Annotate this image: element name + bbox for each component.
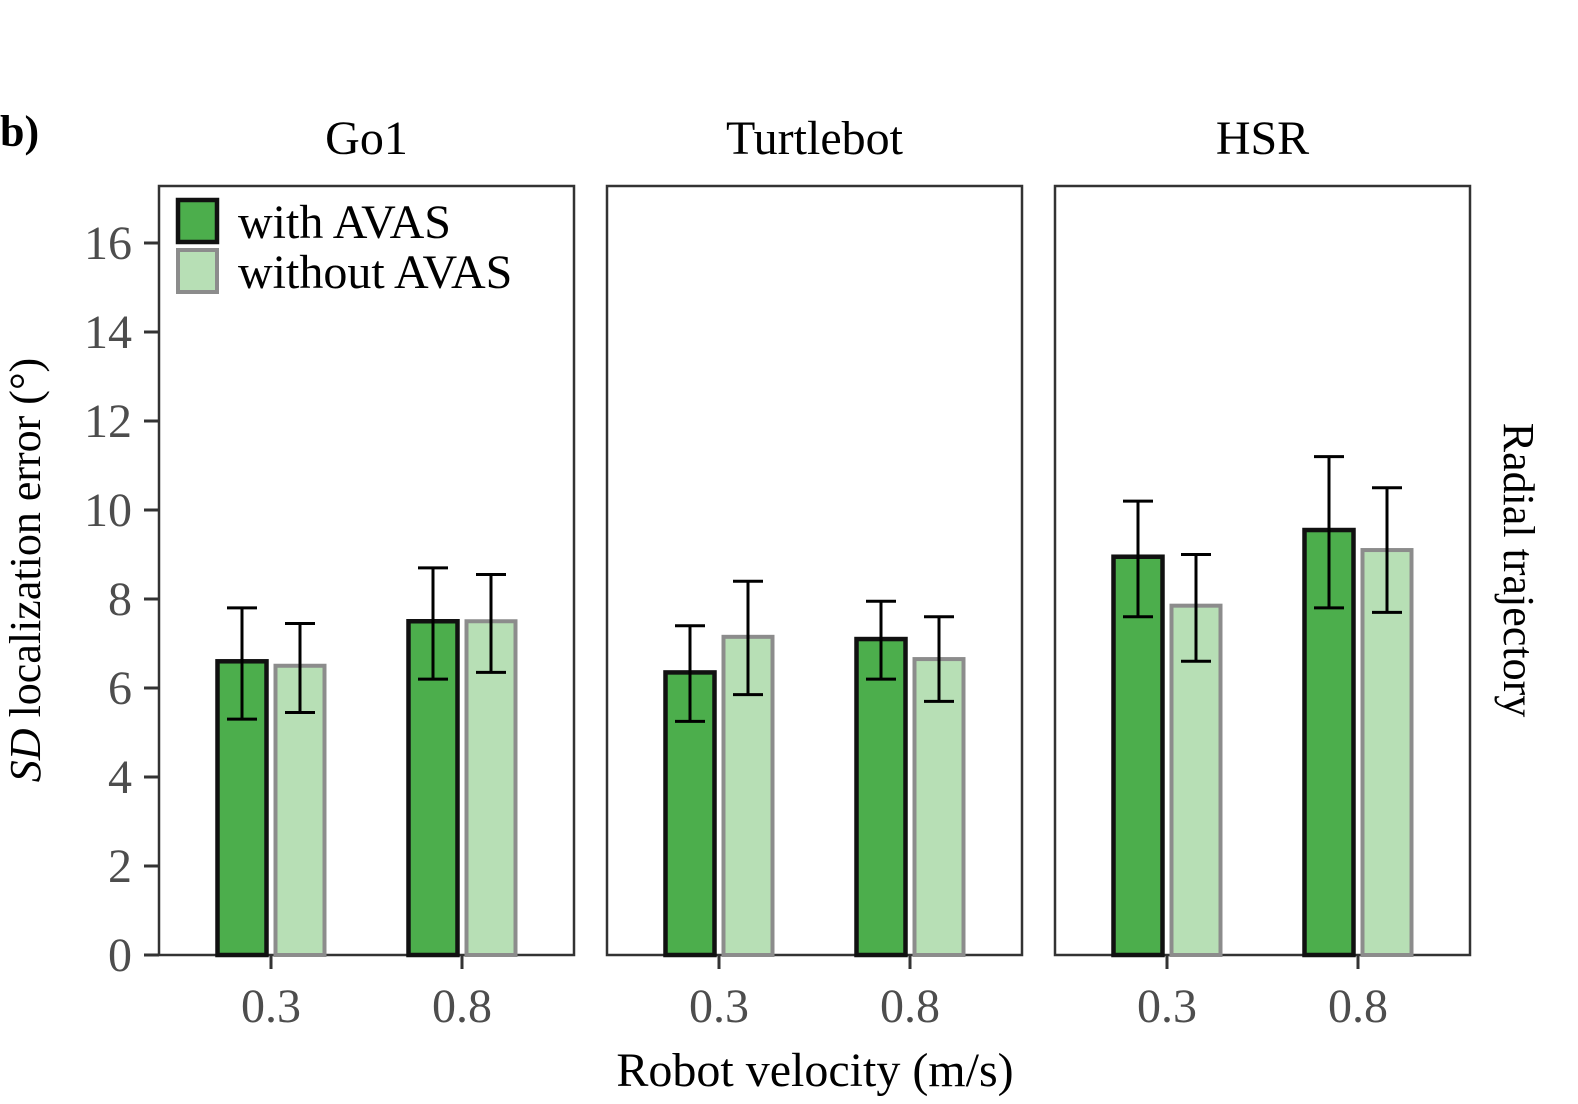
facet-panel: HSR 0.3 0.8 [1053, 112, 1472, 1033]
error-bar [1372, 486, 1402, 614]
error-bar [733, 579, 763, 697]
x-tick-label: 0.3 [241, 980, 301, 1033]
legend-label: with AVAS [238, 196, 451, 249]
bar-without-avas [464, 619, 518, 957]
panel-border [605, 184, 1024, 957]
y-axis: 0 2 4 6 8 10 12 14 16 [84, 217, 159, 982]
facet-panel: Turtlebot 0.3 0.8 [605, 112, 1024, 1033]
y-tick-label: 12 [84, 395, 132, 448]
legend-label: without AVAS [238, 246, 512, 299]
error-bar [866, 599, 896, 681]
error-bar [476, 573, 506, 674]
bar-with-avas [854, 636, 908, 958]
error-bar [924, 615, 954, 703]
y-tick-label: 14 [84, 306, 132, 359]
y-axis-label-italic: SD [1, 728, 50, 782]
panel-title: Turtlebot [726, 112, 904, 165]
x-axis-label: Robot velocity (m/s) [616, 1044, 1013, 1097]
error-bar [227, 606, 257, 721]
y-tick-label: 2 [108, 840, 132, 893]
x-tick-label: 0.3 [1137, 980, 1197, 1033]
panel-border [157, 184, 576, 957]
panel-title: HSR [1216, 112, 1309, 165]
y-tick-label: 8 [108, 573, 132, 626]
x-tick-label: 0.8 [880, 980, 940, 1033]
error-bar [418, 566, 448, 681]
y-tick-label: 6 [108, 662, 132, 715]
y-tick-label: 16 [84, 217, 132, 270]
x-tick-label: 0.8 [1328, 980, 1388, 1033]
y-tick-label: 4 [108, 751, 132, 804]
y-axis-label-rest: localization error (°) [1, 358, 50, 729]
bar-without-avas [912, 657, 966, 957]
y-tick-label: 10 [84, 484, 132, 537]
facet-panel: Go1 0.3 0.8 [157, 112, 576, 1033]
panel-title: Go1 [325, 112, 408, 165]
error-bar [285, 621, 315, 714]
x-tick-label: 0.8 [432, 980, 492, 1033]
y-axis-label: SD localization error (°) [1, 358, 50, 782]
legend-swatch [175, 197, 220, 245]
panel-letter: b) [0, 107, 39, 156]
error-bar [1181, 553, 1211, 663]
error-bar [1314, 455, 1344, 610]
panel-border [1053, 184, 1472, 957]
error-bar [675, 624, 705, 723]
error-bar [1123, 499, 1153, 619]
legend-swatch [176, 248, 219, 294]
row-strip-label: Radial trajectory [1494, 423, 1543, 717]
panels: Go1 0.3 0.8 Turtlebot 0.3 0.8 HSR 0.3 0.8 [157, 112, 1472, 1033]
bar-without-avas [1360, 548, 1414, 957]
bar-without-avas [273, 663, 327, 957]
y-tick-label: 0 [108, 929, 132, 982]
x-tick-label: 0.3 [689, 980, 749, 1033]
